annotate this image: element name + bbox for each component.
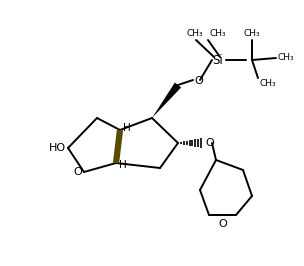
Text: O: O (218, 219, 227, 229)
Text: O: O (194, 76, 203, 86)
Text: H: H (119, 160, 127, 170)
Text: CH₃: CH₃ (259, 79, 276, 88)
Text: O: O (73, 167, 82, 177)
Text: HO: HO (49, 143, 66, 153)
Text: CH₃: CH₃ (277, 53, 294, 63)
Text: CH₃: CH₃ (210, 29, 226, 38)
Text: CH₃: CH₃ (244, 29, 260, 38)
Text: Si: Si (212, 53, 223, 66)
Polygon shape (152, 82, 181, 118)
Text: H: H (123, 123, 131, 133)
Text: CH₃: CH₃ (187, 29, 203, 38)
Text: O: O (205, 138, 214, 148)
